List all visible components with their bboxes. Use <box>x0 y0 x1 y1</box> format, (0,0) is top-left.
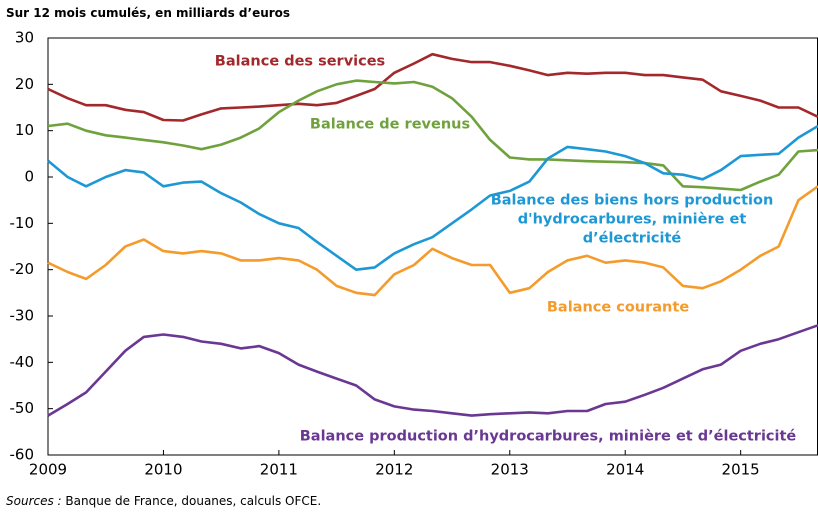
series-label: Balance des biens hors production d'hydr… <box>490 192 774 247</box>
x-tick-label: 2012 <box>375 461 413 479</box>
series-label: Balance des services <box>214 53 386 70</box>
chart-title: Sur 12 mois cumulés, en milliards d’euro… <box>6 6 291 20</box>
series-line <box>47 124 818 272</box>
source: Sources : Banque de France, douanes, cal… <box>6 494 321 508</box>
y-tick-label: 0 <box>24 168 34 186</box>
y-tick-label: -10 <box>10 214 35 232</box>
y-tick-label: -50 <box>10 399 35 417</box>
series-line <box>47 79 818 192</box>
series-label: Balance de revenus <box>309 116 471 133</box>
y-tick-label: -40 <box>10 353 35 371</box>
y-tick-label: 30 <box>15 29 34 47</box>
x-tick-label: 2011 <box>260 461 298 479</box>
series-label: Balance production d’hydrocarbures, mini… <box>299 428 797 445</box>
series-line <box>47 324 818 417</box>
source-text: Banque de France, douanes, calculs OFCE. <box>65 494 322 508</box>
series-line <box>47 185 818 297</box>
series-label: Balance courante <box>546 299 690 316</box>
y-tick-label: -60 <box>10 446 35 464</box>
y-tick-label: -30 <box>10 307 35 325</box>
y-tick-label: 20 <box>15 75 34 93</box>
y-tick-label: -20 <box>10 260 35 278</box>
x-tick-label: 2014 <box>606 461 644 479</box>
y-tick-label: 10 <box>15 121 34 139</box>
source-label: Sources : <box>6 494 62 508</box>
x-tick-label: 2010 <box>144 461 182 479</box>
x-tick-label: 2015 <box>722 461 760 479</box>
x-tick-label: 2009 <box>29 461 67 479</box>
series-line <box>47 52 818 122</box>
x-tick-label: 2013 <box>491 461 529 479</box>
